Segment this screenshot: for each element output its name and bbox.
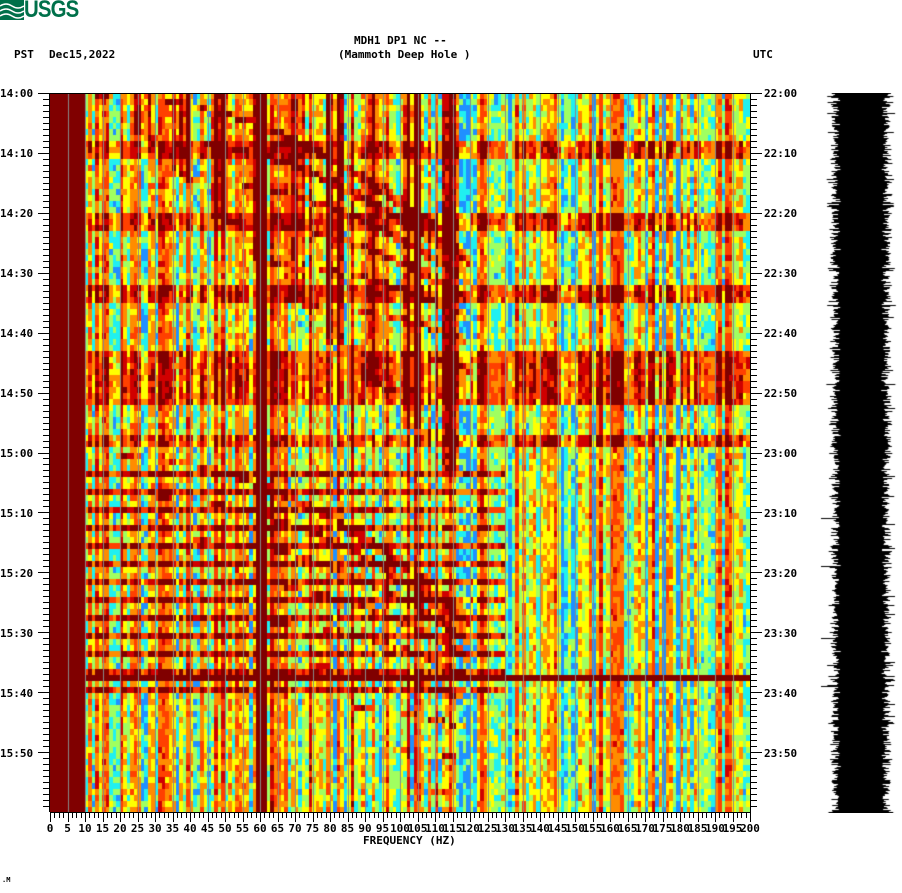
spectrogram-canvas xyxy=(50,93,750,812)
y-tick-label-left: 14:30 xyxy=(0,267,34,280)
x-tick-label: 95 xyxy=(375,822,390,835)
x-tick-label: 60 xyxy=(253,822,267,835)
x-axis-title: FREQUENCY (HZ) xyxy=(363,834,456,847)
right-timezone: UTC xyxy=(753,48,773,61)
x-tick-label: 40 xyxy=(183,822,197,835)
x-tick-label: 200 xyxy=(740,822,760,835)
y-tick-label-right: 22:10 xyxy=(764,147,798,160)
x-tick-label: 145 xyxy=(547,822,568,835)
x-tick-label: 5 xyxy=(64,822,71,835)
y-tick-label-right: 22:50 xyxy=(764,387,798,400)
station-name: (Mammoth Deep Hole ) xyxy=(338,48,471,61)
x-tick-label: 175 xyxy=(652,822,673,835)
x-tick-label: 170 xyxy=(635,822,655,835)
y-tick-label-left: 14:40 xyxy=(0,327,34,340)
x-tick-label: 20 xyxy=(113,822,127,835)
logo-text: USGS xyxy=(24,0,79,23)
x-tick-label: 65 xyxy=(270,822,285,835)
x-tick-label: 80 xyxy=(323,822,337,835)
x-tick-label: 165 xyxy=(617,822,638,835)
y-tick-label-right: 23:30 xyxy=(764,627,798,640)
x-tick-label: 50 xyxy=(218,822,232,835)
x-tick-label: 15 xyxy=(95,822,110,835)
seismogram-trace xyxy=(820,93,902,813)
y-tick-label-left: 14:50 xyxy=(0,387,34,400)
x-tick-label: 85 xyxy=(340,822,355,835)
x-tick-label: 185 xyxy=(687,822,708,835)
station-line: MDH1 DP1 NC -- xyxy=(354,34,447,47)
x-tick-label: 160 xyxy=(600,822,620,835)
x-tick-label: 100 xyxy=(390,822,410,835)
usgs-logo: USGS xyxy=(0,0,82,23)
x-tick-label: 135 xyxy=(512,822,533,835)
x-tick-label: 125 xyxy=(477,822,498,835)
x-tick-label: 45 xyxy=(200,822,215,835)
x-tick-label: 105 xyxy=(407,822,428,835)
x-tick-label: 35 xyxy=(165,822,180,835)
x-tick-label: 155 xyxy=(582,822,603,835)
y-tick-label-left: 14:10 xyxy=(0,147,34,160)
x-tick-label: 70 xyxy=(288,822,302,835)
y-tick-label-right: 22:20 xyxy=(764,207,798,220)
x-tick-label: 130 xyxy=(495,822,515,835)
x-tick-label: 110 xyxy=(425,822,445,835)
y-tick-label-left: 14:20 xyxy=(0,207,34,220)
y-tick-label-right: 23:00 xyxy=(764,447,798,460)
y-tick-label-right: 23:40 xyxy=(764,687,798,700)
x-tick-label: 195 xyxy=(722,822,743,835)
y-tick-label-right: 22:30 xyxy=(764,267,798,280)
x-tick-label: 90 xyxy=(358,822,372,835)
y-tick-label-left: 15:20 xyxy=(0,567,34,580)
x-tick-label: 180 xyxy=(670,822,690,835)
x-tick-label: 120 xyxy=(460,822,480,835)
x-tick-label: 10 xyxy=(78,822,92,835)
y-tick-label-right: 23:10 xyxy=(764,507,798,520)
spectrogram-plot xyxy=(50,93,750,812)
y-tick-label-left: 14:00 xyxy=(0,87,34,100)
y-tick-label-left: 15:50 xyxy=(0,747,34,760)
x-tick-label: 55 xyxy=(235,822,250,835)
y-tick-label-right: 22:00 xyxy=(764,87,798,100)
y-tick-label-left: 15:10 xyxy=(0,507,34,520)
footer-mark: .M xyxy=(2,876,11,884)
seismogram-canvas xyxy=(820,93,902,813)
x-tick-label: 0 xyxy=(46,822,54,835)
x-tick-label: 25 xyxy=(130,822,145,835)
y-tick-label-right: 23:50 xyxy=(764,747,798,760)
x-tick-label: 140 xyxy=(530,822,550,835)
date-label: Dec15,2022 xyxy=(49,48,116,61)
x-tick-label: 150 xyxy=(565,822,585,835)
y-tick-label-left: 15:40 xyxy=(0,687,34,700)
x-tick-label: 30 xyxy=(148,822,162,835)
y-tick-label-right: 23:20 xyxy=(764,567,798,580)
x-tick-label: 75 xyxy=(305,822,320,835)
left-timezone: PST xyxy=(14,48,34,61)
y-tick-label-left: 15:30 xyxy=(0,627,34,640)
x-tick-label: 115 xyxy=(442,822,463,835)
y-tick-label-right: 22:40 xyxy=(764,327,798,340)
y-tick-label-left: 15:00 xyxy=(0,447,34,460)
usgs-wave-icon xyxy=(0,0,25,20)
x-tick-label: 190 xyxy=(705,822,725,835)
